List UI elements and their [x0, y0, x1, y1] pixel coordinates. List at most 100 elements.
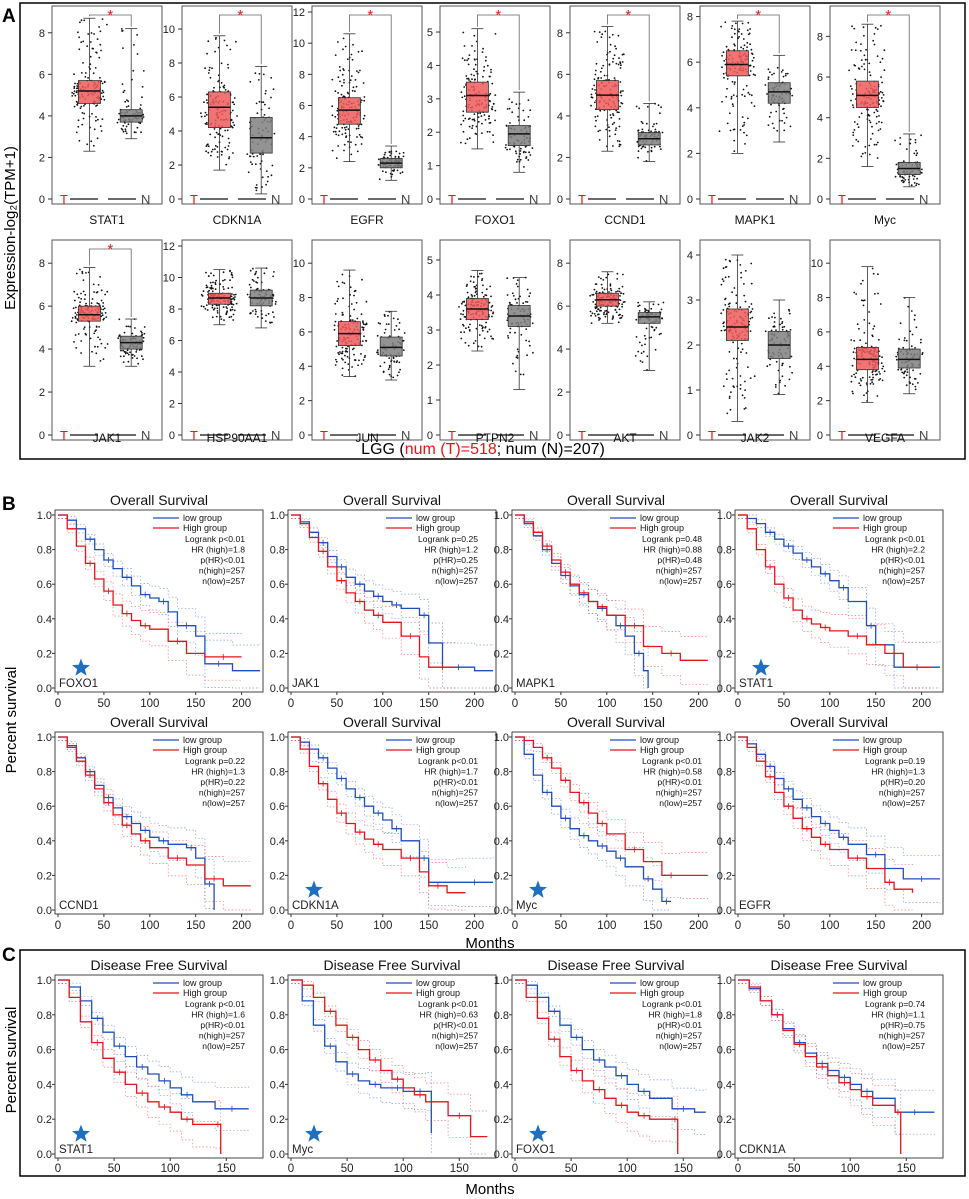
data-point [460, 337, 463, 340]
data-point [609, 50, 611, 53]
y-tick-label: 0.6 [37, 579, 52, 591]
data-point [204, 111, 207, 114]
data-point [915, 326, 918, 329]
data-point [523, 150, 525, 153]
data-point [98, 326, 100, 328]
data-point [82, 117, 85, 120]
data-point [83, 328, 85, 330]
data-point [749, 317, 752, 320]
data-point [227, 145, 230, 147]
data-point [382, 371, 385, 373]
data-point [879, 128, 882, 130]
data-point [882, 100, 884, 102]
stats-line: Logrank p=0.22 [185, 756, 245, 766]
data-point [784, 74, 787, 77]
significance-star: * [107, 7, 113, 24]
data-point [590, 314, 592, 317]
data-point [903, 376, 906, 379]
data-point [463, 59, 466, 62]
data-point [392, 356, 395, 359]
x-tick-label: 0 [55, 698, 61, 710]
data-point [879, 373, 881, 375]
data-point [77, 333, 80, 335]
data-point [206, 102, 209, 104]
data-point [347, 128, 350, 131]
gene-label: EGFR [350, 213, 384, 227]
data-point [83, 326, 86, 328]
data-point [601, 287, 604, 289]
data-point [481, 329, 484, 332]
data-point [617, 63, 620, 66]
plot-frame [311, 239, 423, 441]
data-point [337, 285, 340, 288]
data-point [594, 125, 597, 128]
data-point [621, 314, 624, 317]
legend-high-label: High group [640, 745, 684, 755]
stats-line: n(high)=257 [879, 788, 925, 798]
data-point [853, 373, 855, 376]
data-point [730, 391, 732, 394]
data-point [883, 370, 886, 373]
caption-tumor-count: num (T)=518 [405, 441, 497, 458]
data-point [729, 408, 732, 411]
data-point [915, 149, 918, 152]
data-point [350, 303, 353, 305]
data-point [74, 82, 76, 85]
data-point [350, 141, 352, 144]
data-point [640, 120, 643, 123]
data-point [136, 34, 139, 36]
data-point [342, 297, 344, 300]
data-point [350, 53, 353, 56]
data-point [488, 99, 491, 102]
data-point [876, 110, 879, 113]
data-point [612, 57, 615, 60]
tumor-label: T [320, 192, 328, 207]
data-point [335, 358, 337, 361]
data-point [619, 91, 622, 94]
data-point [618, 290, 621, 293]
data-point [362, 326, 365, 329]
data-point [612, 316, 614, 319]
data-point [636, 141, 639, 143]
data-point [597, 76, 600, 79]
data-point [780, 71, 783, 73]
data-point [618, 140, 621, 143]
legend-high-label: High group [416, 523, 460, 533]
data-point [89, 41, 92, 43]
y-tick-label: 10 [163, 273, 175, 285]
data-point [205, 286, 208, 289]
data-point [740, 342, 743, 345]
data-point [730, 97, 733, 100]
data-point [528, 151, 530, 154]
data-point [482, 326, 484, 329]
data-point [361, 50, 363, 53]
data-point [386, 156, 389, 159]
data-point [79, 268, 81, 271]
data-point [857, 67, 860, 70]
data-point [481, 132, 483, 135]
significance-bracket [349, 14, 392, 145]
data-point [258, 100, 261, 103]
data-point [223, 86, 226, 89]
stats-line: Logrank p<0.01 [642, 756, 702, 766]
stats-line: Logrank p<0.01 [642, 999, 702, 1009]
data-point [619, 81, 622, 83]
data-point [594, 116, 597, 118]
data-point [338, 130, 341, 133]
data-point [462, 114, 465, 117]
data-point [73, 73, 75, 76]
data-point [227, 137, 230, 140]
data-point [720, 312, 723, 315]
low-confidence-band [58, 736, 215, 881]
data-point [344, 354, 346, 357]
data-point [391, 173, 394, 176]
data-point [474, 340, 477, 342]
data-point [733, 357, 735, 360]
data-point [877, 129, 880, 132]
data-point [388, 373, 391, 376]
data-point [528, 295, 531, 298]
data-point [728, 395, 731, 398]
data-point [122, 361, 125, 363]
data-point [728, 351, 731, 353]
